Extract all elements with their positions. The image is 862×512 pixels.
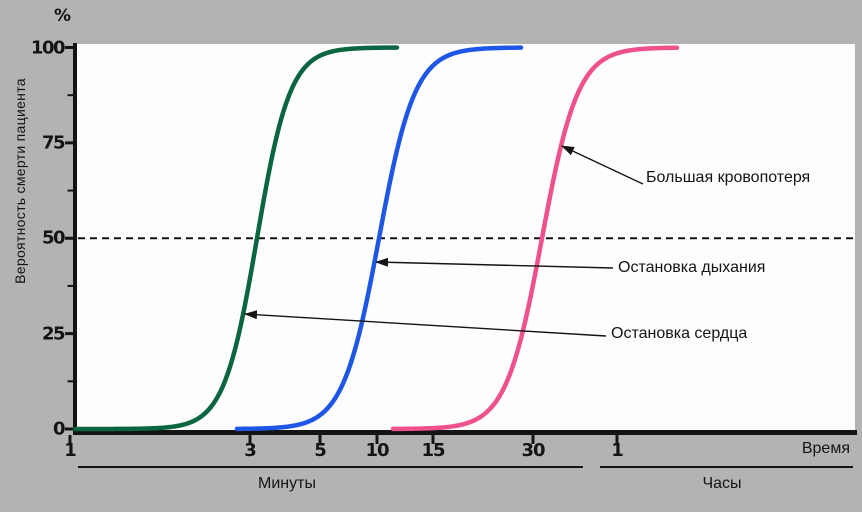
x-tick-label: 10 — [365, 440, 389, 461]
x-tick-label: 15 — [421, 440, 445, 461]
respiratory-arrest-curve — [234, 45, 524, 432]
respiratory-arrest-pointer — [375, 257, 614, 269]
y-axis-title: Вероятность смерти пациента — [12, 78, 28, 284]
x-axis-title: Время — [801, 440, 850, 457]
y-tick-label: 50 — [41, 227, 66, 249]
y-tick-label: 75 — [41, 132, 66, 154]
y-tick-label: 100 — [30, 37, 66, 58]
y-tick-label: 25 — [41, 323, 66, 345]
percent-unit-label: % — [54, 6, 72, 26]
x-tick-label: 5 — [314, 440, 326, 461]
blood-loss-curve — [390, 45, 680, 432]
hours-section-label: Часы — [702, 475, 742, 492]
annotation-respiratory-arrest: Остановка дыхания — [618, 259, 766, 276]
x-tick-label: 3 — [244, 440, 256, 461]
x-tick-label: 30 — [521, 440, 545, 461]
annotation-blood-loss: Большая кровопотеря — [646, 169, 811, 186]
cardiac-arrest-pointer — [244, 310, 607, 337]
y-tick-label: 0 — [52, 418, 66, 440]
blood-loss-pointer — [561, 145, 644, 185]
x-tick-label: 1 — [611, 440, 623, 461]
annotation-cardiac-arrest: Остановка сердца — [611, 325, 748, 342]
x-tick-label: 1 — [64, 440, 76, 461]
minutes-section-label: Минуты — [258, 475, 316, 492]
plot-area — [75, 44, 855, 430]
cardiac-arrest-curve — [72, 45, 400, 432]
